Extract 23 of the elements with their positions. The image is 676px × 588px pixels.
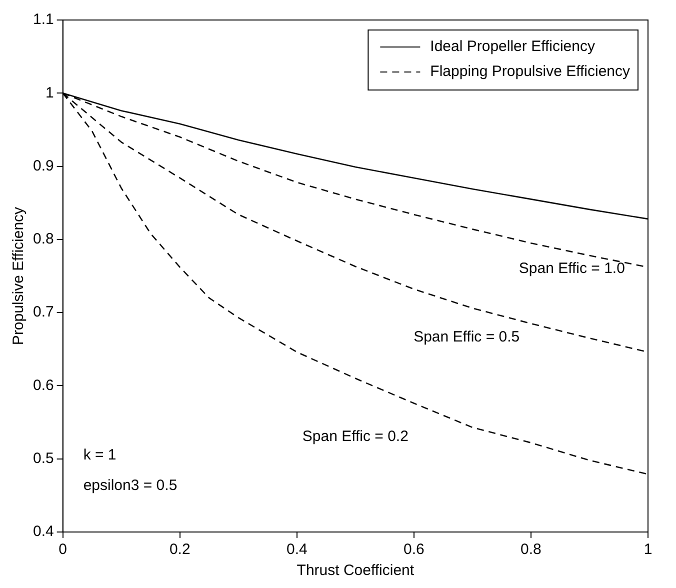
y-tick-label: 0.5 (32, 450, 54, 467)
x-axis-title: Thrust Coefficient (296, 562, 415, 580)
x-tick-label: 0.4 (286, 541, 308, 558)
y-tick-label: 0.8 (32, 230, 54, 248)
x-tick-label: 0.8 (520, 541, 542, 558)
x-tick-label: 1 (644, 541, 652, 558)
y-tick-label: 0.9 (32, 157, 54, 174)
y-axis-title: Propulsive Efficiency (10, 206, 28, 346)
annotation: Span Effic = 1.0 (518, 260, 625, 277)
legend-label: Flapping Propulsive Efficiency (430, 63, 630, 80)
x-tick-label: 0 (58, 541, 68, 558)
annotation: Span Effic = 0.2 (302, 428, 408, 445)
x-tick-label: 0.6 (404, 541, 424, 558)
x-tick-label: 0.2 (169, 541, 190, 558)
y-tick-label: 0.7 (32, 304, 54, 321)
y-tick-label: 1 (46, 84, 54, 102)
annotation: k = 1 (83, 446, 116, 464)
y-tick-label: 1.1 (32, 11, 54, 28)
annotation: Span Effic = 0.5 (414, 328, 520, 346)
annotation: epsilon3 = 0.5 (83, 477, 178, 494)
legend-label: Ideal Propeller Efficiency (430, 38, 596, 56)
y-tick-label: 0.4 (32, 523, 54, 540)
y-tick-label: 0.6 (32, 376, 54, 394)
